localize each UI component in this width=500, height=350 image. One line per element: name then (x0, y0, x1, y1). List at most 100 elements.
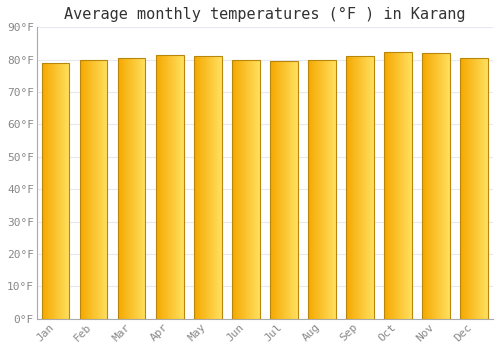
Bar (404, 51, 405, 319)
Bar (436, 53, 438, 319)
Bar (125, 58, 126, 319)
Bar (350, 56, 351, 319)
Bar (170, 55, 172, 319)
Bar (132, 58, 133, 319)
Bar (479, 58, 480, 319)
Bar (140, 58, 141, 319)
Bar (434, 53, 436, 319)
Bar (66, 63, 68, 319)
Bar (280, 61, 281, 319)
Bar (80, 60, 81, 319)
Bar (237, 60, 238, 319)
Bar (51, 63, 52, 319)
Bar (318, 60, 320, 319)
Bar (314, 60, 315, 319)
Bar (123, 58, 124, 319)
Bar (180, 55, 181, 319)
Bar (432, 53, 434, 319)
Bar (279, 61, 280, 319)
Bar (486, 58, 487, 319)
Bar (366, 56, 367, 319)
Bar (354, 56, 355, 319)
Bar (181, 55, 182, 319)
Bar (436, 53, 437, 319)
Bar (142, 58, 144, 319)
Bar (428, 53, 429, 319)
Bar (127, 58, 128, 319)
Bar (395, 51, 396, 319)
Bar (422, 53, 450, 319)
Bar (309, 60, 310, 319)
Bar (167, 55, 168, 319)
Bar (168, 55, 169, 319)
Bar (283, 61, 284, 319)
Bar (195, 56, 196, 319)
Bar (315, 60, 316, 319)
Bar (82, 60, 83, 319)
Bar (281, 61, 282, 319)
Bar (118, 58, 146, 319)
Bar (272, 61, 273, 319)
Bar (355, 56, 356, 319)
Bar (270, 61, 297, 319)
Bar (295, 61, 296, 319)
Bar (255, 60, 256, 319)
Bar (292, 61, 293, 319)
Bar (439, 53, 440, 319)
Bar (130, 58, 131, 319)
Bar (442, 53, 443, 319)
Bar (369, 56, 370, 319)
Bar (203, 56, 204, 319)
Bar (410, 51, 411, 319)
Bar (59, 63, 60, 319)
Bar (321, 60, 322, 319)
Bar (142, 58, 143, 319)
Bar (480, 58, 481, 319)
Bar (97, 60, 98, 319)
Bar (389, 51, 390, 319)
Bar (370, 56, 371, 319)
Bar (391, 51, 392, 319)
Bar (254, 60, 255, 319)
Bar (364, 56, 365, 319)
Bar (56, 63, 57, 319)
Bar (430, 53, 432, 319)
Bar (448, 53, 449, 319)
Bar (367, 56, 368, 319)
Bar (42, 63, 43, 319)
Bar (319, 60, 320, 319)
Bar (165, 55, 166, 319)
Bar (241, 60, 242, 319)
Bar (209, 56, 210, 319)
Bar (122, 58, 123, 319)
Bar (326, 60, 327, 319)
Bar (474, 58, 476, 319)
Bar (372, 56, 373, 319)
Bar (483, 58, 484, 319)
Bar (398, 51, 400, 319)
Bar (275, 61, 276, 319)
Bar (118, 58, 119, 319)
Bar (220, 56, 221, 319)
Bar (205, 56, 206, 319)
Bar (385, 51, 386, 319)
Bar (162, 55, 163, 319)
Bar (238, 60, 239, 319)
Bar (310, 60, 311, 319)
Bar (411, 51, 412, 319)
Bar (232, 60, 260, 319)
Bar (156, 55, 157, 319)
Bar (460, 58, 487, 319)
Bar (57, 63, 58, 319)
Bar (49, 63, 50, 319)
Bar (96, 60, 98, 319)
Bar (472, 58, 474, 319)
Bar (166, 55, 167, 319)
Bar (66, 63, 67, 319)
Bar (425, 53, 426, 319)
Bar (277, 61, 278, 319)
Bar (360, 56, 362, 319)
Bar (476, 58, 477, 319)
Bar (386, 51, 387, 319)
Bar (422, 53, 423, 319)
